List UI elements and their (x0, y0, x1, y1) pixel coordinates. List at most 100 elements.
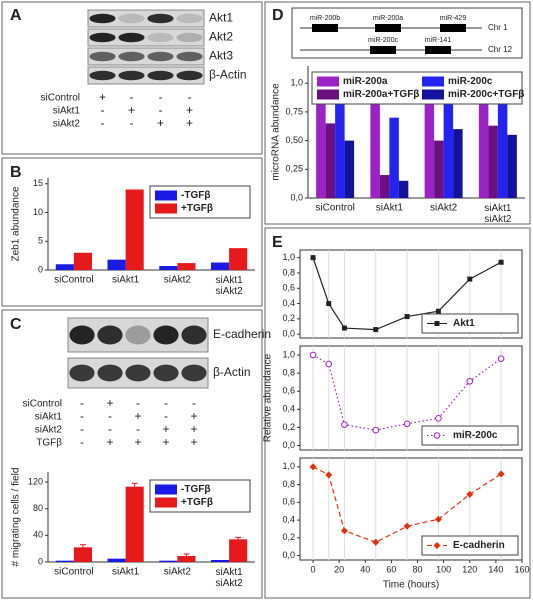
bar (177, 556, 196, 562)
bar (379, 175, 390, 198)
point (310, 255, 316, 261)
bar (478, 83, 489, 198)
condition-label: siControl (23, 399, 62, 410)
legend-swatch (155, 203, 177, 214)
point (341, 421, 348, 428)
gene-name: miR-200a (373, 15, 403, 22)
point (403, 522, 411, 530)
condition-label: siAkt1 (53, 106, 81, 117)
panel-label: A (10, 7, 22, 24)
panel-label: D (272, 7, 284, 24)
y-tick-label: 0 (38, 264, 43, 274)
blot-band (97, 325, 123, 345)
legend-box (421, 313, 519, 334)
legend-swatch (422, 89, 444, 100)
legend-label: E-cadherin (453, 540, 505, 551)
gene-name: miR-200b (310, 15, 340, 22)
y-tick-label: 0,0 (282, 440, 295, 450)
y-tick-label: 1,0 (282, 461, 295, 471)
bar (325, 123, 336, 198)
panel-label: C (10, 316, 22, 333)
bar (389, 117, 399, 198)
gene (375, 24, 401, 32)
y-tick-label: 0,0 (282, 550, 295, 560)
condition-mark: - (188, 90, 192, 104)
condition-mark: - (130, 90, 134, 104)
blot-band (118, 32, 145, 43)
legend-label: +TGFβ (181, 497, 213, 508)
legend-label: -TGFβ (181, 484, 210, 495)
condition-mark: + (186, 116, 193, 130)
x-tick-label: 60 (386, 564, 396, 574)
gene-name: miR-429 (440, 15, 467, 22)
condition-label: siAkt2 (53, 119, 81, 130)
y-tick-label: 0,2 (282, 313, 295, 323)
legend-marker (433, 542, 441, 549)
blot-band (147, 13, 174, 24)
bar (177, 263, 196, 270)
bar (335, 83, 345, 198)
y-tick-label: 0,6 (282, 386, 295, 396)
condition-mark: + (186, 103, 193, 117)
gene (425, 46, 451, 54)
legend-swatch (155, 190, 177, 201)
bar (211, 262, 230, 270)
condition-mark: + (134, 409, 141, 423)
point (403, 420, 411, 428)
condition-mark: - (159, 103, 163, 117)
bar (229, 248, 248, 270)
x-tick-label: 80 (413, 564, 423, 574)
y-axis-label: # migrating cells / field (11, 468, 22, 567)
y-tick-label: 0,6 (282, 283, 295, 293)
blot-band (176, 13, 203, 24)
condition-mark: + (157, 116, 164, 130)
bar (370, 100, 380, 198)
blot-band (181, 325, 207, 345)
point (325, 360, 333, 368)
band-label: E-cadherin (213, 327, 271, 341)
point (466, 377, 474, 385)
condition-label: siAkt1 (35, 412, 63, 423)
x-tick-label: siControl (54, 567, 93, 578)
bar (107, 259, 126, 270)
condition-mark: + (99, 90, 106, 104)
condition-mark: + (162, 422, 169, 436)
y-tick-label: 0,6 (282, 497, 295, 507)
legend-swatch (155, 497, 177, 508)
x-tick-label: siControl (315, 203, 354, 214)
legend-marker (433, 432, 441, 439)
point (326, 301, 332, 307)
x-tick-label: siAkt1 (112, 275, 140, 286)
legend-swatch (155, 484, 177, 495)
bar (443, 83, 454, 198)
x-tick-label: 40 (360, 564, 370, 574)
condition-mark: - (164, 396, 168, 410)
blot-band (153, 364, 179, 382)
y-tick-label: 1,0 (290, 78, 303, 88)
point (373, 327, 379, 333)
blot-band (176, 32, 203, 43)
condition-mark: - (80, 396, 84, 410)
condition-mark: - (101, 116, 105, 130)
x-tick-label: siAkt1 siAkt2 (216, 567, 244, 589)
legend-swatch (422, 76, 444, 87)
condition-mark: + (128, 103, 135, 117)
point (497, 355, 505, 362)
condition-mark: - (136, 422, 140, 436)
y-tick-label: 0,0 (282, 329, 295, 339)
legend-marker (434, 321, 440, 326)
gene-name: miR-141 (425, 37, 452, 44)
condition-label: siControl (41, 93, 80, 104)
y-tick-label: 0,2 (282, 532, 295, 542)
blot-band (176, 70, 203, 81)
condition-mark: - (101, 103, 105, 117)
point (497, 470, 505, 478)
blot-strip (87, 9, 205, 28)
blot-band (118, 51, 145, 62)
bar (125, 189, 144, 270)
condition-mark: + (134, 435, 141, 449)
band-label: Akt2 (209, 30, 233, 44)
panel-label: B (10, 164, 22, 181)
x-tick-label: siAkt2 (430, 203, 458, 214)
condition-mark: - (108, 422, 112, 436)
